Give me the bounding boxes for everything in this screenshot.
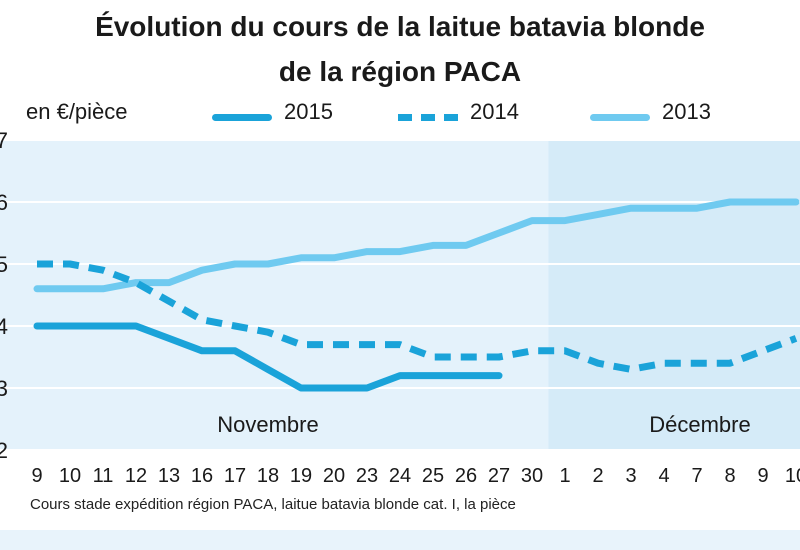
x-tick-label: 2 — [592, 465, 603, 487]
x-tick-label: 20 — [323, 465, 345, 487]
y-tick-label: 4 — [0, 314, 8, 339]
plot-background-december — [548, 140, 800, 450]
x-tick-label: 26 — [455, 465, 477, 487]
month-label-december: Décembre — [649, 412, 750, 437]
x-tick-label: 9 — [757, 465, 768, 487]
month-label-november: Novembre — [217, 412, 318, 437]
x-tick-label: 17 — [224, 465, 246, 487]
x-tick-label: 8 — [724, 465, 735, 487]
x-tick-label: 12 — [125, 465, 147, 487]
x-tick-label: 23 — [356, 465, 378, 487]
x-tick-label: 19 — [290, 465, 312, 487]
y-tick-label: 6 — [0, 190, 8, 215]
x-tick-label: 7 — [691, 465, 702, 487]
x-tick-labels: 9101112131617181920232425262730123478910 — [31, 465, 800, 487]
chart-title: Évolution du cours de la laitue batavia … — [0, 4, 800, 94]
x-tick-label: 25 — [422, 465, 444, 487]
series-lines — [33, 198, 800, 392]
legend-label-2013: 2013 — [662, 99, 711, 124]
y-tick-labels: 7 6 5 4 3 2 — [0, 128, 8, 463]
source-note: Cours stade expédition région PACA, lait… — [30, 496, 516, 513]
series-line-2013 — [33, 198, 800, 293]
x-tick-label: 11 — [93, 465, 114, 487]
grid-lines — [0, 139, 800, 451]
y-tick-label: 5 — [0, 252, 8, 277]
chart-title-line-2: de la région PACA — [278, 56, 522, 87]
x-tick-label: 27 — [488, 465, 510, 487]
series-line-2015 — [33, 322, 503, 392]
chart-title-line-1: Évolution du cours de la laitue batavia … — [95, 11, 705, 42]
x-tick-label: 13 — [158, 465, 180, 487]
bottom-band — [0, 530, 800, 550]
unit-label: en €/pièce — [26, 99, 128, 124]
y-tick-label: 2 — [0, 438, 8, 463]
x-tick-label: 10 — [59, 465, 81, 487]
x-tick-label: 18 — [257, 465, 279, 487]
x-tick-label: 16 — [191, 465, 213, 487]
y-tick-label: 3 — [0, 376, 8, 401]
plot-background-november — [0, 140, 549, 450]
x-tick-label: 30 — [521, 465, 543, 487]
x-tick-label: 24 — [389, 465, 411, 487]
legend-swatch-2014 — [398, 114, 458, 121]
legend-swatch-2013 — [590, 114, 650, 121]
legend-label-2014: 2014 — [470, 99, 519, 124]
x-tick-label: 10 — [785, 465, 800, 487]
x-tick-label: 3 — [625, 465, 636, 487]
legend-swatch-2015 — [212, 114, 272, 121]
y-tick-label: 7 — [0, 128, 8, 153]
series-line-2014 — [37, 260, 798, 373]
x-tick-label: 4 — [658, 465, 669, 487]
legend-label-2015: 2015 — [284, 99, 333, 124]
x-tick-label: 1 — [559, 465, 570, 487]
x-tick-label: 9 — [31, 465, 42, 487]
